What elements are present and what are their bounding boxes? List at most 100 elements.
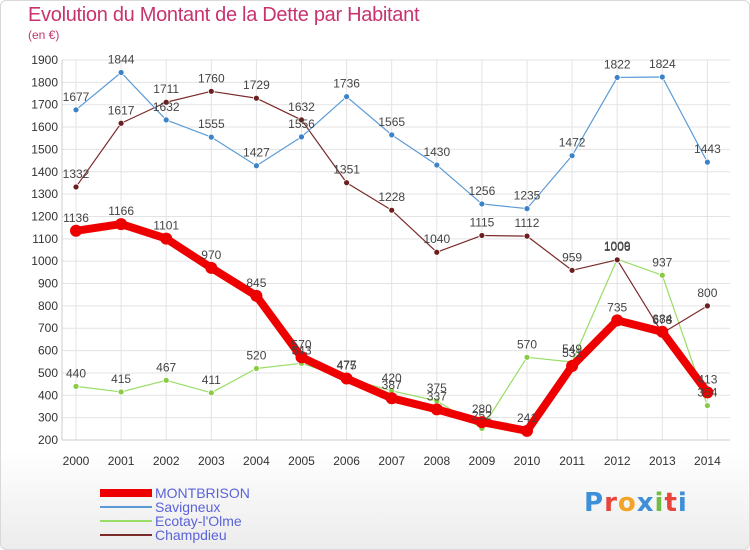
data-label-montbrison-2014: 413 xyxy=(697,372,717,386)
y-tick-label-1900: 1900 xyxy=(31,53,58,67)
data-point-montbrison-2005 xyxy=(295,351,308,364)
logo-letter: i xyxy=(654,488,665,518)
legend-label-savigneux: Savigneux xyxy=(155,499,221,515)
data-point-savigneux-2013 xyxy=(658,73,666,81)
logo-letter: r xyxy=(604,488,618,518)
y-tick-label-1200: 1200 xyxy=(31,209,58,223)
x-tick-label-2004: 2004 xyxy=(243,454,270,468)
data-label-champdieu-2008: 1040 xyxy=(423,232,450,246)
data-label-ecotay-l-olme-2008: 375 xyxy=(427,381,447,395)
data-label-champdieu-2014: 800 xyxy=(697,286,717,300)
data-label-champdieu-2012: 1006 xyxy=(604,240,631,254)
data-point-montbrison-2003 xyxy=(205,261,218,274)
data-point-montbrison-2011 xyxy=(566,360,579,373)
data-point-montbrison-2007 xyxy=(385,392,398,405)
data-point-champdieu-2005 xyxy=(298,116,305,124)
data-label-champdieu-2002: 1711 xyxy=(153,82,179,96)
data-point-ecotay-l-olme-2013 xyxy=(658,271,666,279)
data-label-ecotay-l-olme-2001: 415 xyxy=(111,372,131,386)
x-tick-label-2001: 2001 xyxy=(108,454,135,468)
logo-letter: i xyxy=(677,488,688,518)
data-label-montbrison-2012: 735 xyxy=(607,300,627,314)
data-label-montbrison-2010: 241 xyxy=(517,411,537,425)
data-point-montbrison-2002 xyxy=(160,232,173,245)
x-tick-label-2009: 2009 xyxy=(469,454,496,468)
data-label-ecotay-l-olme-2004: 520 xyxy=(246,348,266,362)
y-tick-label-1300: 1300 xyxy=(31,187,58,201)
x-tick-label-2014: 2014 xyxy=(694,454,721,468)
data-label-montbrison-2001: 1166 xyxy=(108,204,134,218)
x-tick-label-2010: 2010 xyxy=(514,454,541,468)
data-label-champdieu-2006: 1351 xyxy=(333,163,360,177)
data-point-champdieu-2002 xyxy=(162,98,170,106)
y-tick-label-200: 200 xyxy=(38,433,58,447)
data-point-ecotay-l-olme-2000 xyxy=(72,382,80,390)
data-point-montbrison-2013 xyxy=(656,325,669,338)
data-label-savigneux-2010: 1235 xyxy=(514,189,541,203)
data-point-champdieu-2004 xyxy=(252,94,260,102)
x-tick-label-2008: 2008 xyxy=(423,454,450,468)
x-tick-label-2007: 2007 xyxy=(378,454,405,468)
x-tick-label-2013: 2013 xyxy=(649,454,676,468)
data-label-savigneux-2012: 1822 xyxy=(604,57,631,71)
data-point-ecotay-l-olme-2014 xyxy=(704,402,711,409)
legend-swatch-savigneux xyxy=(100,506,152,508)
y-tick-label-1800: 1800 xyxy=(31,75,58,89)
y-tick-label-1100: 1100 xyxy=(32,232,58,246)
logo-letter: P xyxy=(584,488,605,518)
data-label-ecotay-l-olme-2011: 549 xyxy=(562,342,582,356)
data-label-champdieu-2007: 1228 xyxy=(378,190,405,204)
legend-label-montbrison: MONTBRISON xyxy=(155,485,250,501)
data-point-champdieu-2012 xyxy=(613,256,621,264)
data-point-savigneux-2005 xyxy=(298,133,305,141)
data-label-montbrison-2000: 1136 xyxy=(63,211,89,225)
data-label-savigneux-2000: 1677 xyxy=(63,90,90,104)
logo-letter: x xyxy=(636,488,655,518)
x-tick-label-2000: 2000 xyxy=(63,454,90,468)
data-label-champdieu-2001: 1617 xyxy=(108,103,135,117)
data-point-champdieu-2008 xyxy=(433,248,441,256)
data-point-savigneux-2000 xyxy=(72,106,80,114)
data-point-savigneux-2009 xyxy=(478,200,486,208)
data-point-montbrison-2001 xyxy=(115,218,128,231)
data-point-montbrison-2000 xyxy=(70,224,82,237)
data-label-montbrison-2005: 570 xyxy=(291,337,311,351)
logo-letter: o xyxy=(617,488,637,518)
data-label-savigneux-2011: 1472 xyxy=(559,136,586,150)
data-label-champdieu-2004: 1729 xyxy=(243,78,270,92)
data-point-champdieu-2010 xyxy=(523,232,531,240)
data-label-savigneux-2014: 1443 xyxy=(694,142,721,156)
data-point-ecotay-l-olme-2001 xyxy=(117,388,125,396)
data-point-savigneux-2006 xyxy=(343,93,351,101)
data-label-montbrison-2002: 1101 xyxy=(153,219,179,233)
x-tick-label-2012: 2012 xyxy=(604,454,631,468)
x-tick-label-2011: 2011 xyxy=(559,454,585,468)
data-label-ecotay-l-olme-2000: 440 xyxy=(66,366,86,380)
data-point-montbrison-2006 xyxy=(340,372,353,385)
data-point-ecotay-l-olme-2002 xyxy=(162,376,170,384)
legend-label-champdieu: Champdieu xyxy=(155,527,227,543)
data-point-savigneux-2012 xyxy=(613,74,621,81)
data-label-ecotay-l-olme-2007: 420 xyxy=(382,371,402,385)
data-label-montbrison-2013: 684 xyxy=(652,312,672,326)
y-tick-label-1000: 1000 xyxy=(31,254,58,268)
y-tick-label-600: 600 xyxy=(38,344,58,358)
legend-label-ecotay: Ecotay-l'Olme xyxy=(155,513,242,529)
data-label-champdieu-2005: 1632 xyxy=(288,100,315,114)
data-label-ecotay-l-olme-2012: 1009 xyxy=(604,239,631,253)
data-point-ecotay-l-olme-2003 xyxy=(207,389,215,397)
data-label-champdieu-2003: 1760 xyxy=(198,71,225,85)
y-tick-label-1400: 1400 xyxy=(31,165,58,179)
data-label-champdieu-2000: 1332 xyxy=(63,167,90,181)
data-point-champdieu-2006 xyxy=(343,179,351,187)
data-point-ecotay-l-olme-2004 xyxy=(252,365,260,372)
data-point-savigneux-2007 xyxy=(388,131,396,139)
data-point-savigneux-2001 xyxy=(117,69,125,76)
y-tick-label-1700: 1700 xyxy=(31,98,58,112)
data-label-champdieu-2010: 1112 xyxy=(515,216,540,230)
data-label-ecotay-l-olme-2014: 354 xyxy=(697,386,717,400)
y-tick-label-800: 800 xyxy=(38,299,58,313)
data-label-savigneux-2004: 1427 xyxy=(243,146,270,160)
x-tick-label-2006: 2006 xyxy=(333,454,360,468)
